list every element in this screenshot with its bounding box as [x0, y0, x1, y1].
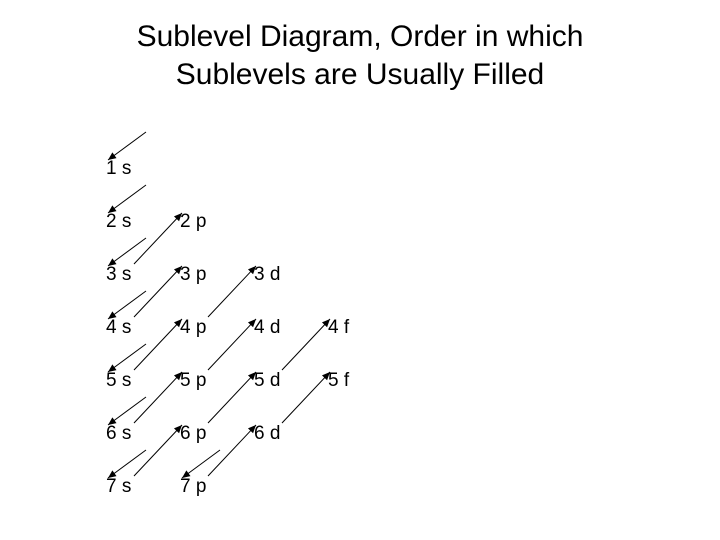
sublevel-3p: 3 p [180, 264, 206, 286]
sublevel-7p: 7 p [180, 476, 206, 498]
sublevel-4f: 4 f [328, 317, 349, 339]
sublevel-2s: 2 s [106, 211, 131, 233]
diagram-title: Sublevel Diagram, Order in which Subleve… [0, 18, 720, 93]
title-line-1: Sublevel Diagram, Order in which [137, 20, 584, 53]
sublevel-7s: 7 s [106, 476, 131, 498]
sublevel-6d: 6 d [254, 423, 280, 445]
sublevel-3d: 3 d [254, 264, 280, 286]
sublevel-1s: 1 s [106, 158, 131, 180]
sublevel-5s: 5 s [106, 370, 131, 392]
sublevel-5f: 5 f [328, 370, 349, 392]
sublevel-2p: 2 p [180, 211, 206, 233]
sublevel-4s: 4 s [106, 317, 131, 339]
sublevel-6s: 6 s [106, 423, 131, 445]
sublevel-3s: 3 s [106, 264, 131, 286]
diagram-container: Sublevel Diagram, Order in which Subleve… [0, 0, 720, 540]
sublevel-4d: 4 d [254, 317, 280, 339]
sublevel-5d: 5 d [254, 370, 280, 392]
sublevel-4p: 4 p [180, 317, 206, 339]
sublevel-6p: 6 p [180, 423, 206, 445]
title-line-2: Sublevels are Usually Filled [176, 58, 545, 91]
sublevel-5p: 5 p [180, 370, 206, 392]
